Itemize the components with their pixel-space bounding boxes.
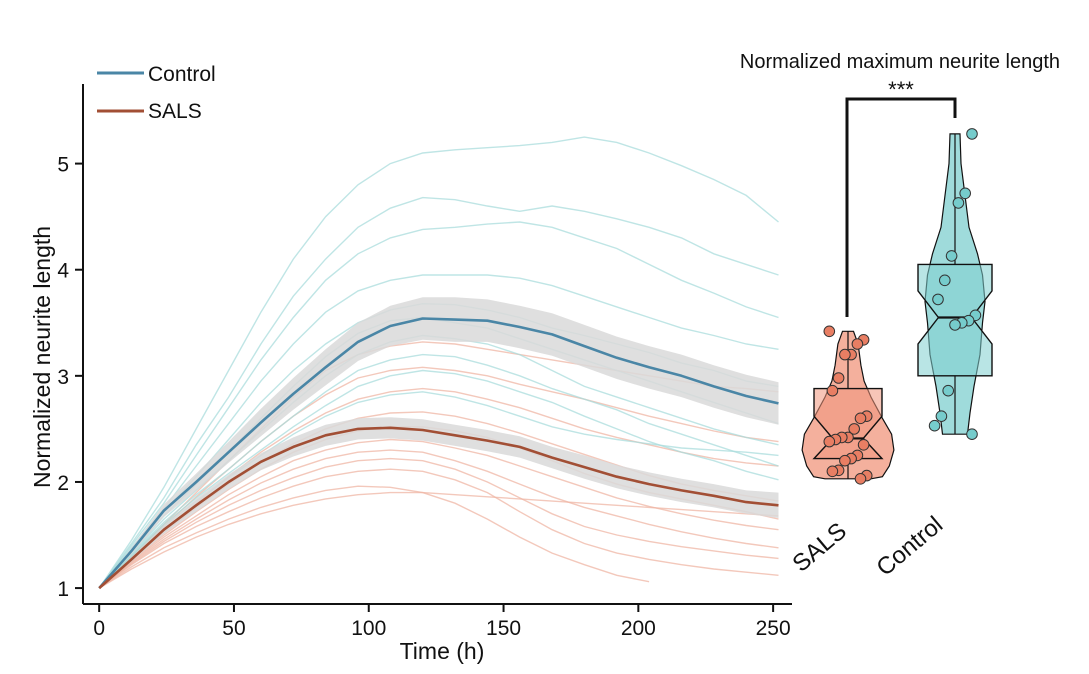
point-sals — [851, 338, 864, 350]
category-label-sals: SALS — [788, 517, 852, 577]
trace-control-8 — [98, 353, 779, 589]
trace-control-1 — [98, 136, 779, 589]
point-sals — [857, 439, 870, 451]
mean-line-control — [98, 317, 779, 589]
trace-control-3 — [98, 221, 779, 589]
significance-bracket — [845, 97, 957, 317]
significance-label: *** — [888, 77, 914, 102]
band-control — [99, 297, 779, 589]
y-tick-label: 1 — [57, 578, 69, 601]
legend: Control SALS — [97, 63, 216, 123]
point-sals — [823, 435, 836, 448]
point-sals — [826, 465, 839, 478]
legend-label-sals: SALS — [148, 100, 202, 123]
error-bands — [99, 297, 779, 589]
point-control — [959, 187, 972, 200]
trace-sals-10 — [98, 485, 650, 589]
time-course-chart: 0 50 100 150 200 250 1 2 3 4 5 Time (h) Normalized… — [29, 63, 792, 664]
x-tick-label: 0 — [93, 617, 105, 640]
x-tick-label: 50 — [222, 617, 245, 640]
point-sals — [823, 325, 836, 338]
mean-line-sals — [98, 426, 779, 590]
trace-sals-8 — [98, 457, 779, 589]
legend-label-control: Control — [148, 63, 216, 86]
y-tick-label: 4 — [57, 260, 69, 283]
point-control — [939, 274, 951, 287]
trace-control-2 — [98, 196, 779, 589]
point-sals — [826, 384, 839, 397]
point-control — [935, 410, 948, 423]
axes: 0 50 100 150 200 250 1 2 3 4 5 — [57, 84, 792, 640]
trace-sals-9 — [98, 468, 779, 589]
x-tick-label: 200 — [621, 617, 656, 640]
violins — [801, 128, 993, 485]
point-sals — [839, 454, 851, 467]
point-sals — [848, 423, 861, 435]
violin-chart: Normalized maximum neurite length *** SA… — [740, 51, 1060, 582]
x-tick-label: 100 — [351, 617, 386, 640]
point-control — [942, 384, 955, 397]
point-control — [966, 128, 978, 140]
mean-lines — [98, 317, 779, 590]
x-axis-label: Time (h) — [400, 638, 485, 664]
point-control — [932, 293, 944, 306]
point-control — [966, 428, 978, 441]
y-axis-label: Normalized neurite length — [29, 226, 55, 488]
notched-box-sals — [812, 387, 884, 460]
y-tick-label: 3 — [57, 366, 69, 389]
point-control — [949, 319, 961, 331]
trace-sals-11 — [98, 491, 779, 589]
trace-sals-2 — [98, 366, 779, 589]
violin-title: Normalized maximum neurite length — [740, 51, 1060, 73]
point-sals — [854, 473, 867, 485]
category-label-control: Control — [872, 511, 949, 581]
trace-control-4 — [98, 274, 779, 589]
point-sals — [832, 372, 845, 384]
x-tick-label: 250 — [756, 617, 791, 640]
point-sals — [854, 412, 867, 425]
y-tick-label: 2 — [57, 472, 69, 495]
trace-control-9 — [98, 369, 779, 589]
trace-sals-6 — [98, 438, 779, 589]
point-control — [928, 419, 941, 432]
x-tick-label: 150 — [486, 617, 521, 640]
y-tick-label: 5 — [57, 154, 69, 177]
point-sals — [839, 348, 851, 361]
trace-sals-7 — [98, 449, 779, 589]
band-sals — [99, 417, 779, 589]
point-control — [952, 197, 965, 209]
point-control — [945, 250, 958, 262]
